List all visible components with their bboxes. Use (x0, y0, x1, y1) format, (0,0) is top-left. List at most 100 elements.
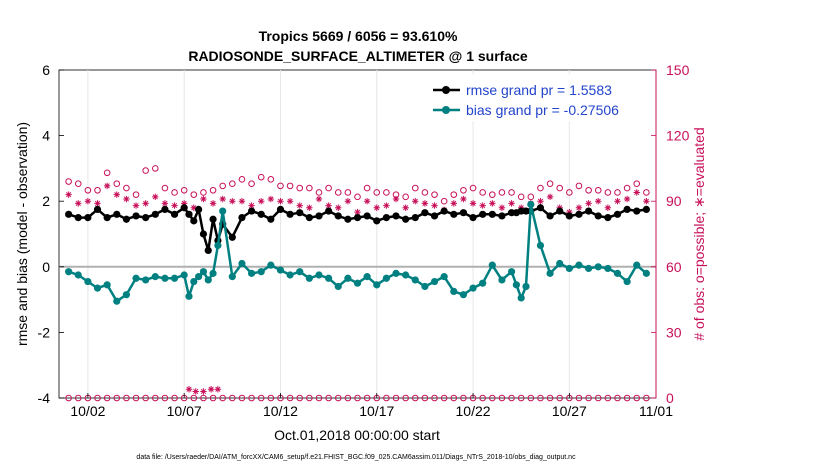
obs-possible-marker (334, 189, 342, 196)
bias-point (122, 291, 131, 299)
bias-point (402, 271, 410, 279)
legend-rmse-marker (442, 86, 450, 94)
axis-ticks: 10/02 10/07 10/12 10/17 10/22 10/27 11/01 -4 -2 0… (38, 62, 690, 419)
obs-evaluated-marker (383, 202, 390, 209)
obs-possible-marker (132, 394, 140, 402)
obs-possible-marker (527, 193, 535, 201)
bias-point (219, 207, 227, 215)
bias-point (325, 274, 333, 282)
bias-point (74, 271, 82, 279)
rmse-point (305, 214, 313, 222)
obs-possible-marker (209, 394, 217, 402)
obs-possible-marker (614, 189, 621, 196)
obs-evaluated-marker (575, 204, 583, 211)
rmse-point (276, 205, 285, 213)
obs-evaluated-marker (450, 200, 457, 207)
obs-possible-marker (508, 189, 515, 196)
rmse-point (556, 207, 564, 215)
obs-evaluated-marker (132, 202, 140, 209)
obs-possible-marker (315, 189, 323, 196)
obs-possible-marker (132, 191, 140, 198)
obs-evaluated-marker (142, 200, 149, 207)
legend-bias-marker (442, 106, 450, 114)
rmse-point (440, 207, 448, 215)
obs-evaluated-marker (207, 386, 215, 393)
obs-possible-marker (219, 394, 226, 402)
bias-point (479, 279, 487, 287)
bias-point (353, 279, 362, 287)
bias-point (421, 282, 429, 291)
obs-possible-marker (517, 394, 525, 402)
rmse-point (565, 212, 573, 220)
rmse-point (195, 205, 203, 213)
obs-evaluated-marker (152, 193, 159, 201)
obs-possible-marker (402, 394, 409, 402)
obs-possible-marker (344, 189, 352, 196)
obs-possible-marker (450, 394, 458, 402)
bias-point (257, 268, 265, 276)
obs-possible-marker (460, 394, 467, 402)
bias-point (315, 271, 323, 279)
obs-possible-marker (392, 394, 400, 402)
obs-possible-marker (440, 394, 448, 402)
obs-evaluated-marker (103, 182, 111, 190)
obs-evaluated-marker (65, 191, 72, 198)
rmse-point (142, 214, 150, 222)
rmse-point (613, 210, 622, 218)
x-tick-label: 11/01 (639, 403, 673, 419)
obs-possible-marker (623, 184, 631, 192)
x-axis-label: Oct.01,2018 00:00:00 start (274, 427, 440, 443)
bias-point (411, 276, 419, 284)
bias-point (267, 261, 275, 269)
obs-evaluated-marker (238, 198, 246, 205)
bias-point (151, 273, 159, 281)
bias-point (469, 284, 477, 292)
obs-evaluated-marker (643, 198, 650, 205)
bias-point (517, 294, 525, 302)
rmse-point (209, 215, 217, 223)
obs-possible-marker (537, 394, 544, 402)
obs-possible-marker (238, 176, 246, 183)
obs-possible-marker (383, 189, 390, 196)
obs-evaluated-marker (286, 198, 294, 205)
obs-possible-marker (411, 394, 419, 402)
obs-possible-marker (200, 189, 207, 196)
obs-evaluated-marker (460, 195, 467, 203)
obs-evaluated-marker (200, 388, 207, 395)
right-y-tick-label: 120 (666, 128, 690, 144)
obs-possible-marker (248, 394, 255, 402)
x-tick-label: 10/07 (167, 403, 202, 419)
obs-evaluated-marker (623, 195, 631, 203)
bias-point (382, 274, 390, 282)
bias-point (209, 269, 217, 277)
legend: rmse grand pr = 1.5583 bias grand pr = -… (426, 74, 654, 122)
obs-possible-marker (517, 193, 525, 201)
x-tick-label: 10/22 (456, 403, 491, 419)
obs-possible-marker (373, 189, 381, 196)
obs-evaluated-marker (214, 386, 222, 393)
obs-possible-marker (421, 394, 429, 402)
bias-point (93, 284, 102, 292)
obs-possible-marker (537, 184, 544, 192)
obs-evaluated-marker (192, 388, 199, 395)
obs-evaluated-marker (190, 204, 198, 211)
rmse-point (190, 217, 198, 225)
obs-count-markers (65, 165, 650, 402)
legend-rmse-label: rmse grand pr = 1.5583 (466, 82, 612, 98)
right-y-tick-label: 30 (666, 324, 682, 340)
obs-possible-marker (623, 394, 631, 402)
rmse-point (479, 210, 487, 218)
obs-evaluated-marker (306, 204, 313, 211)
obs-possible-marker (334, 394, 342, 402)
bias-point (584, 264, 593, 273)
obs-possible-marker (546, 180, 554, 188)
obs-possible-marker (180, 186, 188, 194)
obs-possible-marker (315, 394, 323, 402)
legend-box (426, 74, 654, 122)
chart-title: Tropics 5669 / 6056 = 93.610% (259, 28, 458, 44)
right-y-tick-label: 60 (666, 259, 682, 275)
rmse-point (546, 212, 554, 220)
bias-point (594, 263, 602, 271)
obs-possible-marker (556, 394, 564, 402)
obs-possible-marker (84, 186, 92, 194)
